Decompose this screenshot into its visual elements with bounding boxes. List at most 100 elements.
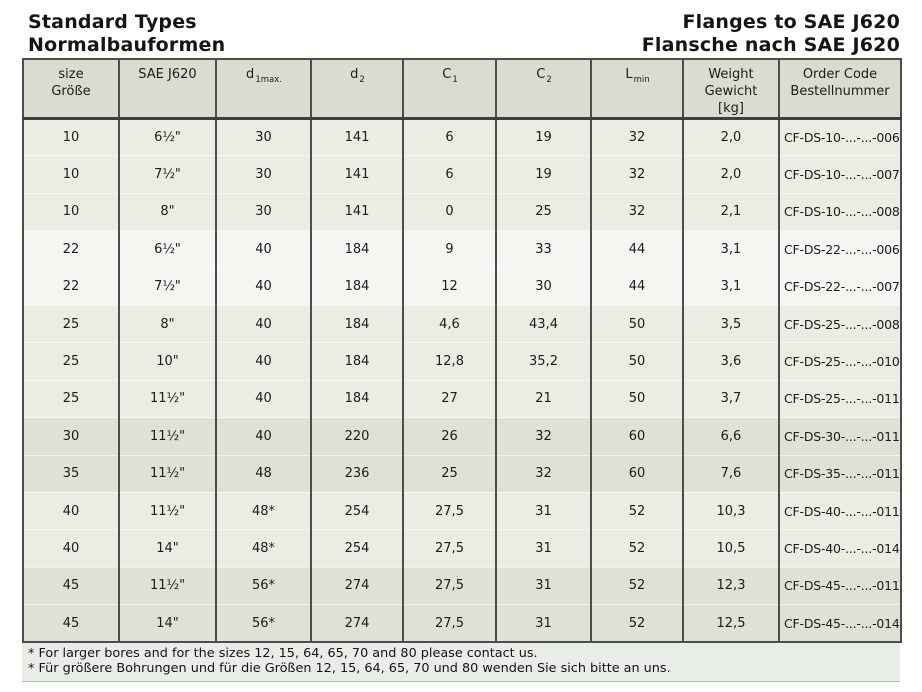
cell-sae: 11½" [119, 417, 217, 456]
table-body: 10 6½" 30 141 6 19 32 2,0 CF-DS-10-...-...-006 10… [23, 118, 901, 642]
cell-lmin: 60 [591, 454, 684, 493]
cell-weight: 3,6 [683, 342, 780, 381]
subtitle-english: Flanges to SAE J620 [682, 11, 900, 33]
cell-order: CF-DS-30-...-...-011 [779, 417, 901, 456]
cell-d1: 30 [216, 155, 312, 194]
table-row-size-10: 10 8" 30 141 0 25 32 2,1 CF-DS-10-...-...-008 [23, 192, 901, 231]
cell-c1: 6 [403, 155, 497, 194]
cell-d2: 184 [311, 304, 404, 343]
cell-c2: 30 [496, 267, 592, 306]
cell-d1: 40 [216, 267, 312, 306]
cell-d1: 40 [216, 417, 312, 456]
table-row-size-22: 22 7½" 40 184 12 30 44 3,1 CF-DS-22-...-...-007 [23, 267, 901, 306]
table-row-size-25: 25 10" 40 184 12,8 35,2 50 3,6 CF-DS-25-...-...-… [23, 342, 901, 381]
cell-c1: 27,5 [403, 566, 497, 605]
cell-order: CF-DS-25-...-...-010 [779, 342, 901, 381]
footnotes: * For larger bores and for the sizes 12,… [22, 642, 900, 682]
cell-d2: 141 [311, 118, 404, 156]
subtitle-german: Flansche nach SAE J620 [641, 34, 900, 56]
cell-size: 35 [23, 454, 120, 493]
cell-size: 22 [23, 267, 120, 306]
cell-d2: 141 [311, 155, 404, 194]
cell-d2: 274 [311, 566, 404, 605]
cell-order: CF-DS-40-...-...-014 [779, 529, 901, 568]
cell-sae: 14" [119, 604, 217, 642]
cell-lmin: 50 [591, 304, 684, 343]
cell-d1: 40 [216, 342, 312, 381]
cell-weight: 12,3 [683, 566, 780, 605]
cell-size: 25 [23, 379, 120, 418]
flange-dimensions-table: size Größe SAE J620 d1max. d2 C1 C2 Lmin Weight G… [22, 58, 902, 643]
cell-c2: 19 [496, 118, 592, 156]
table-row-size-10: 10 6½" 30 141 6 19 32 2,0 CF-DS-10-...-...-006 [23, 118, 901, 156]
column-header-d1: d1max. [216, 59, 312, 120]
cell-d2: 254 [311, 529, 404, 568]
table-row-size-10: 10 7½" 30 141 6 19 32 2,0 CF-DS-10-...-...-007 [23, 155, 901, 194]
column-header-weight: Weight Gewicht [kg] [683, 59, 780, 120]
title-german: Normalbauformen [28, 34, 226, 56]
page-title-left: Standard Types Normalbauformen [28, 11, 225, 57]
cell-weight: 2,0 [683, 118, 780, 156]
cell-d2: 184 [311, 342, 404, 381]
cell-lmin: 32 [591, 155, 684, 194]
cell-c1: 26 [403, 417, 497, 456]
cell-d1: 56* [216, 604, 312, 642]
cell-order: CF-DS-10-...-...-008 [779, 192, 901, 231]
cell-lmin: 52 [591, 491, 684, 530]
table-row-size-30: 30 11½" 40 220 26 32 60 6,6 CF-DS-30-...-...-011 [23, 417, 901, 456]
cell-d1: 40 [216, 230, 312, 269]
title-english: Standard Types [28, 11, 197, 33]
cell-lmin: 60 [591, 417, 684, 456]
table-row-size-25: 25 11½" 40 184 27 21 50 3,7 CF-DS-25-...-...-011 [23, 379, 901, 418]
cell-c2: 31 [496, 491, 592, 530]
cell-c2: 31 [496, 529, 592, 568]
cell-c2: 19 [496, 155, 592, 194]
cell-order: CF-DS-45-...-...-014 [779, 604, 901, 642]
cell-d1: 48* [216, 491, 312, 530]
cell-d2: 220 [311, 417, 404, 456]
table-row-size-40: 40 14" 48* 254 27,5 31 52 10,5 CF-DS-40-...-...-… [23, 529, 901, 568]
cell-order: CF-DS-10-...-...-007 [779, 155, 901, 194]
cell-size: 25 [23, 304, 120, 343]
cell-d1: 48* [216, 529, 312, 568]
cell-d2: 184 [311, 230, 404, 269]
header-row: size Größe SAE J620 d1max. d2 C1 C2 Lmin Weight G… [23, 59, 901, 120]
cell-order: CF-DS-25-...-...-011 [779, 379, 901, 418]
cell-d1: 40 [216, 379, 312, 418]
cell-c1: 0 [403, 192, 497, 231]
cell-d1: 30 [216, 118, 312, 156]
cell-weight: 12,5 [683, 604, 780, 642]
cell-lmin: 50 [591, 379, 684, 418]
cell-sae: 14" [119, 529, 217, 568]
column-header-c1: C1 [403, 59, 497, 120]
cell-sae: 8" [119, 192, 217, 231]
cell-d2: 254 [311, 491, 404, 530]
page-title-right: Flanges to SAE J620 Flansche nach SAE J6… [642, 11, 900, 57]
cell-size: 40 [23, 529, 120, 568]
cell-c1: 25 [403, 454, 497, 493]
table-row-size-40: 40 11½" 48* 254 27,5 31 52 10,3 CF-DS-40-...-...… [23, 491, 901, 530]
cell-lmin: 44 [591, 230, 684, 269]
cell-c1: 12,8 [403, 342, 497, 381]
cell-order: CF-DS-22-...-...-006 [779, 230, 901, 269]
cell-c2: 25 [496, 192, 592, 231]
cell-c2: 21 [496, 379, 592, 418]
cell-c2: 31 [496, 566, 592, 605]
cell-d1: 40 [216, 304, 312, 343]
footnote-german: * Für größere Bohrungen und für die Größ… [28, 661, 671, 677]
cell-weight: 6,6 [683, 417, 780, 456]
cell-order: CF-DS-25-...-...-008 [779, 304, 901, 343]
cell-c2: 32 [496, 417, 592, 456]
cell-c2: 33 [496, 230, 592, 269]
cell-weight: 7,6 [683, 454, 780, 493]
cell-c1: 12 [403, 267, 497, 306]
cell-sae: 8" [119, 304, 217, 343]
cell-size: 10 [23, 192, 120, 231]
cell-size: 40 [23, 491, 120, 530]
cell-size: 10 [23, 155, 120, 194]
table-row-size-22: 22 6½" 40 184 9 33 44 3,1 CF-DS-22-...-...-006 [23, 230, 901, 269]
cell-weight: 3,7 [683, 379, 780, 418]
table-header-row: size Größe SAE J620 d1max. d2 C1 C2 Lmin Weight G… [23, 59, 901, 120]
cell-order: CF-DS-10-...-...-006 [779, 118, 901, 156]
table-row-size-45: 45 11½" 56* 274 27,5 31 52 12,3 CF-DS-45-...-...… [23, 566, 901, 605]
